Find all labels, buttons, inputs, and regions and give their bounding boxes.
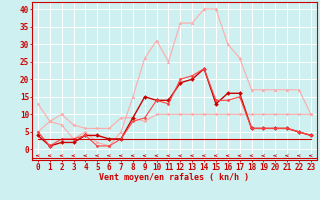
X-axis label: Vent moyen/en rafales ( kn/h ): Vent moyen/en rafales ( kn/h ) bbox=[100, 173, 249, 182]
